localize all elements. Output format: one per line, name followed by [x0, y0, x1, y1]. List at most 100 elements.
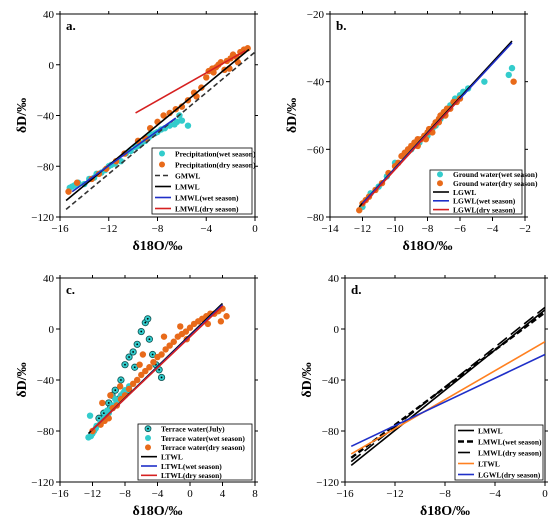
- y-tick-label: −120: [316, 477, 339, 489]
- data-point-dot: [140, 330, 143, 333]
- x-axis-label: δ18O/‰: [420, 504, 470, 519]
- legend-label: LMWL(wet season): [478, 437, 542, 446]
- x-tick-label: 0: [187, 488, 193, 500]
- x-tick-label: −8: [152, 223, 164, 235]
- x-tick-label: −8: [439, 488, 451, 500]
- panel-2: −14 −12 −10 −8 −6 −4 −2 −80 −60 −40 −20 b. δ18O/‰ δD/…: [285, 9, 538, 254]
- x-tick-label: −14: [321, 223, 339, 235]
- data-point: [136, 361, 143, 368]
- data-point-dot: [160, 376, 163, 379]
- x-tick-label: −12: [84, 488, 101, 500]
- y-tick-label: 0: [334, 324, 340, 336]
- panel-label: c.: [66, 282, 75, 297]
- x-tick-label: −12: [100, 223, 117, 235]
- x-tick-label: 4: [220, 488, 226, 500]
- legend-label: LGWL(dry season): [478, 470, 541, 479]
- data-point: [150, 358, 157, 366]
- data-point: [158, 351, 165, 358]
- data-point-dot: [107, 402, 110, 404]
- legend-label: LTWL(wet season): [161, 462, 222, 471]
- y-tick-label: 40: [43, 9, 55, 21]
- y-tick-label: −120: [31, 212, 54, 224]
- x-axis-label: δ18O/‰: [402, 239, 452, 254]
- y-tick-label: −20: [307, 9, 325, 21]
- x-tick-label: −2: [519, 223, 531, 235]
- data-point: [133, 376, 141, 384]
- data-point: [112, 395, 119, 403]
- legend: Terrace water(July)Terrace water(wet sea…: [137, 423, 253, 481]
- panel-label: a.: [66, 18, 76, 33]
- y-tick-label: −60: [307, 144, 325, 156]
- panel-label: d.: [351, 282, 361, 297]
- data-point: [481, 78, 488, 85]
- data-point: [244, 45, 251, 52]
- data-point: [510, 78, 517, 85]
- data-point: [182, 328, 190, 335]
- data-point: [160, 333, 168, 340]
- legend-label: LMWL(wet season): [175, 193, 239, 202]
- data-point: [125, 385, 133, 393]
- legend-label: LTWL: [161, 452, 183, 461]
- data-point-dot: [128, 356, 130, 358]
- legend-label: LGWL(wet season): [453, 197, 516, 206]
- legend-marker: [437, 171, 443, 178]
- data-point: [138, 371, 145, 379]
- panel-1: −16 −12 −8 −4 0−120−80−40040a.δ18O/‰δD/‰Prec…: [15, 9, 258, 254]
- legend-label: GMWL: [175, 171, 200, 180]
- data-point-dot: [124, 363, 126, 366]
- data-point: [508, 64, 516, 72]
- legend-label: LTWL: [478, 459, 500, 468]
- legend-marker: [145, 444, 151, 451]
- data-point: [166, 342, 173, 349]
- y-tick-label: −80: [322, 426, 340, 438]
- legend-marker: [159, 161, 165, 168]
- data-point-dot: [132, 351, 135, 353]
- legend-marker: [145, 435, 151, 441]
- data-point-dot: [144, 321, 147, 324]
- regression-line: [361, 98, 461, 206]
- y-tick-label: −40: [37, 111, 55, 123]
- legend: LMWL LMWL(wet season) LMWL(dry season) LTWL…: [454, 424, 544, 481]
- data-point: [178, 117, 186, 124]
- data-point: [356, 207, 363, 214]
- x-tick-label: −12: [386, 488, 403, 500]
- y-axis-label: δD/‰: [15, 98, 30, 133]
- data-point: [103, 407, 111, 414]
- x-tick-label: −16: [51, 223, 69, 235]
- legend-label: Ground water(wet season): [453, 170, 538, 179]
- data-point-dot: [136, 343, 139, 346]
- x-tick-label: −10: [386, 223, 404, 235]
- data-point: [160, 112, 167, 119]
- data-point-dot: [146, 317, 149, 320]
- data-point-dot: [151, 353, 154, 356]
- x-tick-label: −4: [200, 223, 212, 235]
- legend-label: LMWL(dry season): [175, 204, 239, 213]
- data-point-dot: [98, 417, 100, 420]
- data-point-dot: [102, 412, 105, 415]
- y-tick-label: 0: [49, 324, 55, 336]
- legend-box: [151, 147, 253, 215]
- data-point: [210, 69, 217, 76]
- data-point-dot: [114, 389, 117, 392]
- y-tick-label: −80: [37, 161, 55, 173]
- regression-line: [90, 305, 224, 432]
- data-point: [73, 179, 81, 186]
- y-tick-label: −80: [37, 426, 55, 438]
- regression-line: [135, 50, 246, 114]
- data-point-dot: [158, 368, 161, 371]
- y-axis-label: δD/‰: [300, 362, 315, 397]
- legend-label: LGWL(dry season): [453, 205, 516, 214]
- y-tick-label: −40: [307, 77, 325, 89]
- data-point: [186, 324, 194, 331]
- x-tick-label: −4: [489, 488, 501, 500]
- data-point: [99, 399, 106, 407]
- data-point: [129, 380, 137, 388]
- x-tick-label: 8: [252, 488, 258, 500]
- data-point: [116, 383, 124, 390]
- y-tick-label: −40: [37, 375, 55, 387]
- legend-label: Precipitation(dry season): [175, 160, 256, 169]
- data-point: [178, 103, 186, 110]
- legend-marker-dot: [147, 427, 149, 430]
- y-axis-label: δD/‰: [15, 362, 30, 397]
- legend-marker: [437, 180, 443, 187]
